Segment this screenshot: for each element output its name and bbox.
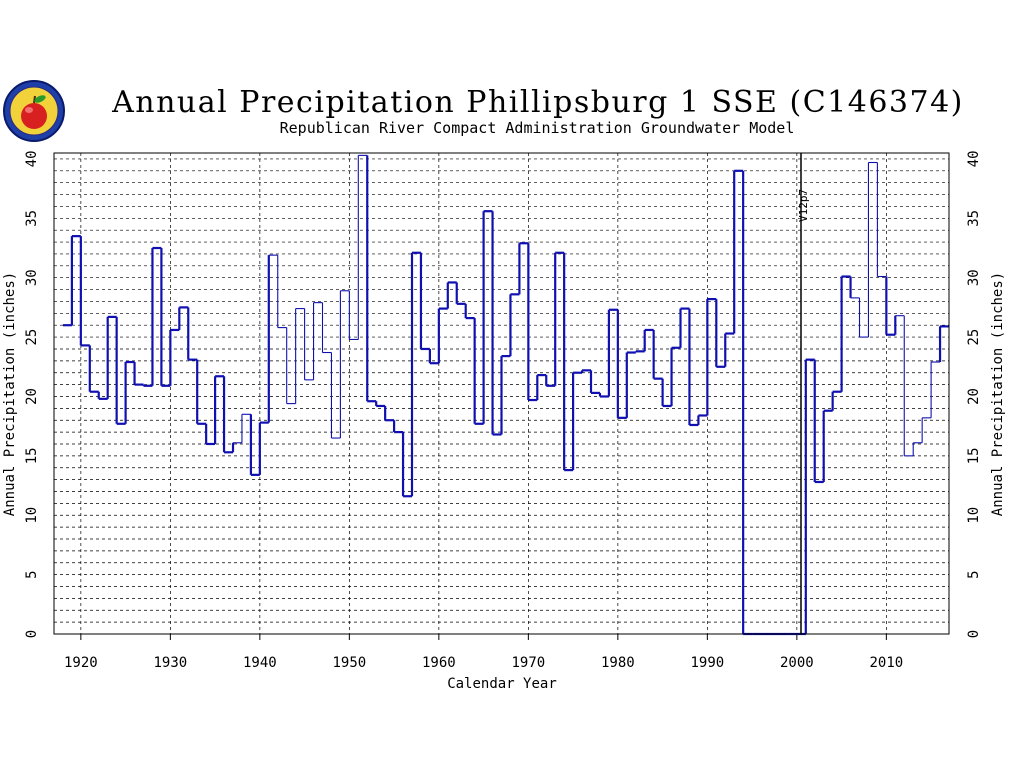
x-tick-label: 1950 xyxy=(332,655,366,671)
x-tick-label: 1980 xyxy=(601,655,635,671)
y-tick-label-left: 0 xyxy=(24,630,40,638)
y-tick-label-right: 25 xyxy=(966,329,982,346)
y-tick-label-right: 15 xyxy=(966,447,982,464)
x-tick-label: 1930 xyxy=(153,655,187,671)
annotation-label: V12p7 xyxy=(797,189,810,222)
y-tick-label-right: 0 xyxy=(966,630,982,638)
x-tick-label: 1920 xyxy=(64,655,98,671)
y-tick-label-right: 10 xyxy=(966,507,982,524)
y-tick-label-right: 35 xyxy=(966,210,982,227)
y-tick-label-right: 30 xyxy=(966,269,982,286)
x-axis-label: Calendar Year xyxy=(447,676,557,692)
y-tick-label-right: 20 xyxy=(966,388,982,405)
y-axis-label-right: Annual Precipitation (inches) xyxy=(990,272,1006,516)
y-tick-label-left: 40 xyxy=(24,151,40,168)
y-tick-label-left: 25 xyxy=(24,329,40,346)
y-tick-label-left: 15 xyxy=(24,447,40,464)
x-tick-label: 1970 xyxy=(511,655,545,671)
x-tick-label: 1940 xyxy=(243,655,277,671)
y-tick-label-left: 5 xyxy=(24,570,40,578)
x-tick-label: 2010 xyxy=(869,655,903,671)
x-tick-label: 1990 xyxy=(690,655,724,671)
y-tick-label-right: 5 xyxy=(966,570,982,578)
chart-title: Annual Precipitation Phillipsburg 1 SSE … xyxy=(111,85,964,120)
x-tick-label: 2000 xyxy=(780,655,814,671)
y-tick-label-left: 20 xyxy=(24,388,40,405)
plot-frame xyxy=(53,152,950,635)
y-tick-label-left: 35 xyxy=(24,210,40,227)
x-tick-label: 1960 xyxy=(422,655,456,671)
y-tick-label-left: 30 xyxy=(24,269,40,286)
y-tick-label-right: 40 xyxy=(966,151,982,168)
chart-subtitle: Republican River Compact Administration … xyxy=(280,119,795,137)
tick-labels: 1920 1930 1940 1950 1960 1970 1980 1990 2000 2010… xyxy=(24,151,982,671)
grid xyxy=(54,153,949,634)
logo-icon xyxy=(3,80,65,142)
series-precipitation xyxy=(62,154,949,636)
y-axis-label-left: Annual Precipitation (inches) xyxy=(2,272,18,516)
y-tick-label-left: 10 xyxy=(24,507,40,524)
